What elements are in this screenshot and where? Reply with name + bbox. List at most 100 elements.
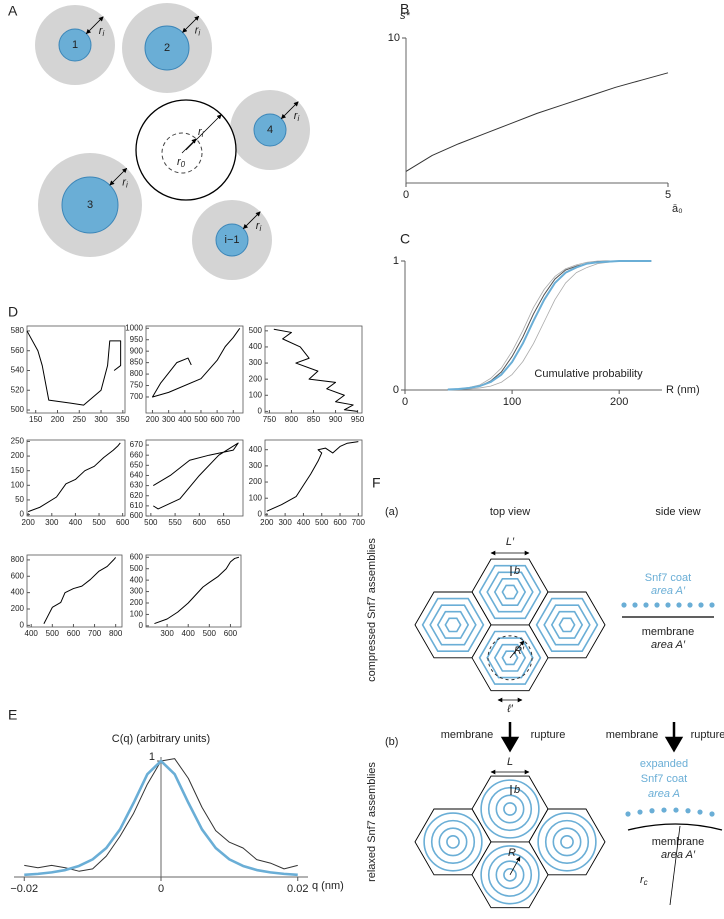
plot-frame: [264, 439, 363, 517]
data-line: [447, 260, 652, 391]
y-tick-label: 500: [130, 564, 144, 573]
x-tick-label: 300: [278, 518, 292, 527]
coat-dot: [632, 602, 638, 608]
ring: [444, 617, 462, 633]
ring: [429, 604, 477, 646]
plot-frame: [26, 439, 126, 517]
x-tick-label: 700: [227, 415, 241, 424]
y-tick-label: 300: [249, 358, 263, 367]
y-tick-label: 620: [130, 491, 144, 500]
label: ā₀: [672, 203, 683, 215]
label-sub: c: [644, 878, 648, 887]
label: R (nm): [666, 384, 700, 396]
label: R: [508, 847, 516, 859]
x-tick-label: 200: [51, 415, 65, 424]
y-tick-label: 50: [15, 495, 24, 504]
x-tick-label: 850: [307, 415, 321, 424]
y-tick-label: 200: [130, 598, 144, 607]
x-tick-label: 550: [168, 518, 182, 527]
coat-dot: [685, 808, 691, 814]
label: area A: [648, 788, 680, 800]
label: Snf7 coat: [641, 773, 687, 785]
y-tick-label: 700: [130, 392, 144, 401]
y-tick-label: 150: [11, 466, 25, 475]
y-tick-label: 600: [11, 571, 25, 580]
x-tick-label: 200: [146, 415, 160, 424]
label: rupture: [691, 729, 724, 741]
y-tick-label: 540: [11, 366, 25, 375]
label: 1: [72, 39, 78, 51]
label: L′: [506, 536, 515, 548]
label: E: [8, 707, 17, 723]
y-tick-label: 950: [130, 335, 144, 344]
y-tick-label: 300: [249, 461, 263, 470]
y-tick-label: 100: [11, 480, 25, 489]
y-tick-label: 400: [11, 588, 25, 597]
plot-frame: [145, 325, 244, 414]
y-tick-label: 600: [130, 511, 144, 520]
x-tick-label: 500: [194, 415, 208, 424]
x-tick-label: 400: [182, 629, 196, 638]
y-tick-label: 400: [130, 575, 144, 584]
ring: [495, 860, 525, 890]
label: area A′: [661, 849, 696, 861]
label-sub: i: [259, 224, 261, 233]
y-tick-label: 600: [130, 552, 144, 561]
label: F: [372, 475, 381, 491]
y-tick-label: 640: [130, 471, 144, 480]
label-main: r: [294, 110, 299, 122]
ring: [438, 827, 468, 857]
label: top view: [490, 506, 530, 518]
rupture-arrow: [664, 722, 684, 753]
ring: [550, 610, 584, 639]
label: area A′: [651, 585, 686, 597]
coat-dot: [649, 808, 655, 814]
cell-core: [58, 28, 92, 62]
label: side view: [655, 506, 700, 518]
label-sub: i: [198, 28, 200, 37]
y-tick-label: 200: [11, 451, 25, 460]
x-tick-label: 400: [25, 629, 39, 638]
x-tick-label: 600: [333, 518, 347, 527]
label: C: [400, 231, 410, 247]
y-tick-label: 520: [11, 385, 25, 394]
label: R′: [514, 645, 525, 657]
label: ℓ′: [506, 703, 514, 715]
coat-dot: [673, 807, 679, 813]
label-sub: i: [102, 29, 104, 38]
y-tick-label: 0: [20, 620, 25, 629]
ring: [423, 812, 483, 872]
ring: [495, 794, 525, 824]
rupture-arrow: [500, 722, 520, 753]
label: b: [514, 784, 520, 796]
x-tick-label: 500: [92, 518, 106, 527]
y-tick-label: 100: [249, 390, 263, 399]
ring: [544, 819, 590, 864]
label: ri: [294, 110, 300, 123]
coat-dot: [621, 602, 627, 608]
label: expanded: [640, 758, 688, 770]
label-sub: 0: [181, 160, 186, 169]
y-tick-label: 850: [130, 358, 144, 367]
ring: [486, 637, 534, 679]
label: membrane: [606, 729, 659, 741]
x-tick-label: 400: [69, 518, 83, 527]
x-tick-label: 0: [402, 396, 408, 408]
x-tick-label: 650: [217, 518, 231, 527]
ring: [487, 786, 533, 832]
label: ri: [122, 177, 128, 190]
x-tick-label: 300: [45, 518, 59, 527]
label: ri: [256, 220, 262, 233]
cell-core: [215, 223, 249, 257]
x-tick-label: 600: [116, 518, 130, 527]
label: L: [507, 756, 513, 768]
x-tick-label: 0: [158, 883, 164, 895]
curvature-radius: [669, 825, 681, 906]
x-tick-label: 800: [285, 415, 299, 424]
label: 4: [267, 124, 273, 136]
x-tick-label: 600: [224, 629, 238, 638]
label: i−1: [225, 234, 240, 246]
arrow: [181, 138, 197, 154]
y-tick-label: 0: [139, 621, 144, 630]
